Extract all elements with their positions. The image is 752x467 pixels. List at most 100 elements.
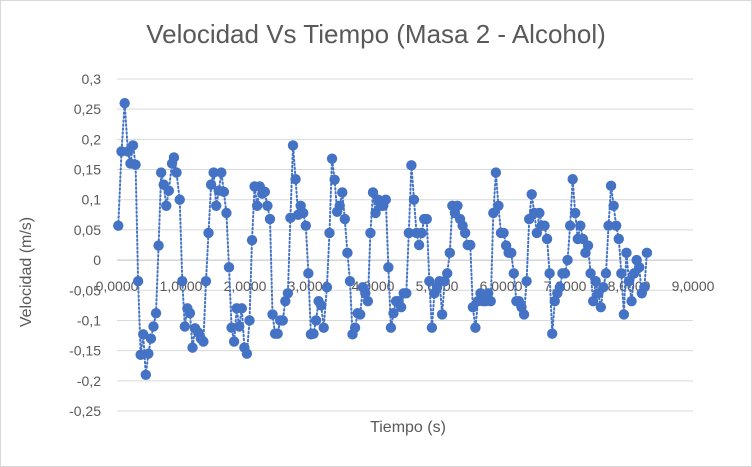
y-tick-label: 0,25 (74, 101, 101, 117)
data-point (634, 262, 645, 273)
data-point (153, 240, 164, 251)
y-tick-label: -0,15 (69, 343, 101, 359)
data-point (226, 322, 237, 333)
data-point (145, 333, 157, 344)
data-point (334, 200, 345, 211)
data-point (383, 262, 394, 273)
data-point (388, 308, 399, 319)
data-point (161, 200, 172, 211)
data-point (508, 268, 519, 279)
data-point (321, 282, 333, 293)
data-point (406, 160, 417, 171)
data-point (549, 295, 560, 307)
data-point (300, 220, 311, 231)
y-tick-label: -0,25 (69, 403, 101, 419)
data-point (562, 254, 573, 266)
data-point (541, 233, 553, 245)
data-point (559, 268, 571, 279)
data-point (267, 309, 278, 320)
data-point (241, 348, 253, 359)
y-tick-label: -0,2 (77, 373, 101, 389)
data-point (143, 348, 154, 359)
data-point (324, 227, 335, 239)
chart-title: Velocidad Vs Tiempo (Masa 2 - Alcohol) (146, 19, 606, 49)
data-point (184, 308, 196, 319)
data-point (595, 301, 607, 313)
data-point (236, 303, 247, 314)
data-point (395, 301, 407, 313)
data-point (413, 239, 425, 251)
data-point (262, 200, 273, 211)
data-point (485, 295, 496, 307)
data-point (518, 309, 530, 320)
data-point (264, 213, 276, 225)
data-point (554, 282, 566, 293)
x-tick-label: 2,0000 (224, 278, 267, 294)
data-point (444, 247, 455, 259)
data-point (521, 276, 532, 287)
data-point (277, 315, 288, 326)
data-point (272, 328, 283, 339)
data-point (150, 308, 162, 319)
data-point (221, 207, 232, 219)
data-point (168, 152, 180, 163)
data-point (339, 213, 351, 225)
data-point (349, 322, 361, 333)
data-point (611, 220, 622, 231)
data-point (234, 321, 245, 332)
data-point (526, 189, 537, 200)
data-point (228, 336, 240, 347)
data-point (498, 227, 509, 239)
data-point (575, 220, 586, 231)
data-point (259, 186, 271, 198)
data-point (506, 247, 517, 259)
data-point (493, 200, 504, 211)
data-point (585, 268, 596, 279)
data-point (626, 295, 637, 307)
data-point (355, 309, 366, 320)
data-point (603, 220, 614, 231)
data-point (365, 227, 376, 239)
data-point (539, 220, 550, 231)
data-point (408, 194, 420, 205)
y-tick-label: 0 (93, 252, 101, 268)
data-point (618, 309, 630, 320)
data-point (287, 140, 299, 151)
data-point (380, 194, 391, 205)
data-point (452, 200, 463, 211)
y-tick-label: 0,2 (82, 131, 102, 147)
data-point (218, 186, 230, 198)
data-point (367, 187, 379, 198)
data-point (329, 174, 340, 186)
data-point (534, 207, 545, 219)
data-point (582, 240, 594, 251)
data-point (465, 239, 476, 251)
data-point (198, 336, 209, 347)
data-point (439, 276, 450, 287)
data-point (370, 207, 381, 219)
data-point (280, 295, 291, 307)
data-point (208, 167, 219, 178)
data-point (639, 282, 650, 293)
data-point (459, 227, 471, 239)
data-point (616, 268, 627, 279)
data-point (570, 207, 581, 219)
data-point (216, 167, 227, 178)
data-point (127, 140, 139, 151)
data-point (163, 185, 175, 196)
data-points (113, 97, 653, 380)
data-point (138, 329, 149, 340)
data-point (315, 300, 327, 311)
y-tick-label: -0,05 (69, 282, 101, 298)
data-point (608, 200, 619, 211)
data-point (326, 153, 338, 164)
data-point (337, 187, 348, 198)
y-tick-label: -0,1 (77, 312, 101, 328)
data-point (385, 322, 397, 333)
data-point (470, 322, 481, 333)
data-point (564, 220, 576, 231)
data-point (140, 369, 151, 380)
data-point (282, 288, 294, 299)
data-point (641, 247, 653, 259)
